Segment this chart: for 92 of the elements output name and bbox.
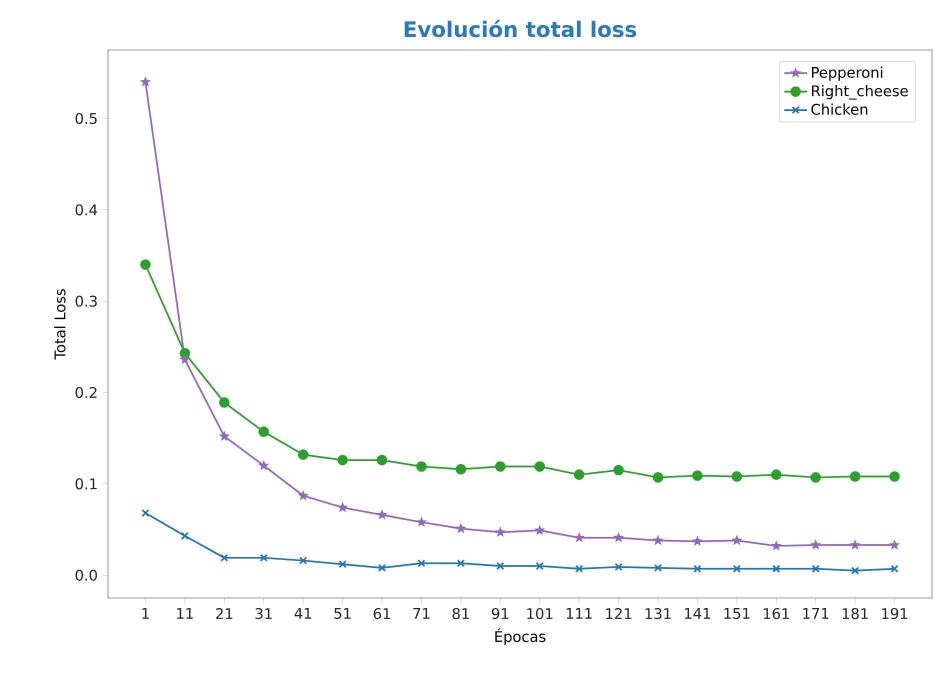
x-tick-label: 31 bbox=[256, 608, 272, 620]
point bbox=[652, 472, 664, 483]
x-tick-label: 41 bbox=[294, 608, 312, 619]
x-tick-label: 131 bbox=[646, 608, 671, 620]
point bbox=[693, 564, 702, 573]
point bbox=[494, 526, 506, 537]
point bbox=[141, 509, 150, 518]
point bbox=[378, 564, 386, 572]
point bbox=[850, 539, 861, 550]
point bbox=[338, 560, 347, 568]
point bbox=[614, 562, 623, 571]
x-tick-label: 1 bbox=[142, 608, 149, 619]
point bbox=[732, 564, 741, 573]
x-tick-label: 161 bbox=[764, 608, 789, 620]
x-tick-label: 91 bbox=[492, 608, 508, 620]
point bbox=[258, 426, 270, 438]
point bbox=[298, 449, 308, 460]
x-tick-label: 61 bbox=[374, 608, 390, 620]
x-tick-label: 21 bbox=[216, 608, 232, 619]
point bbox=[179, 354, 190, 364]
point bbox=[495, 461, 506, 472]
legend-label: Pepperoni bbox=[812, 66, 882, 81]
x-tick-label: 141 bbox=[685, 608, 710, 619]
x-tick-label: 101 bbox=[527, 608, 552, 620]
point bbox=[376, 454, 388, 466]
point bbox=[810, 539, 822, 550]
point bbox=[534, 461, 545, 472]
point bbox=[812, 564, 820, 573]
point bbox=[260, 554, 268, 562]
point bbox=[574, 532, 585, 542]
point bbox=[534, 524, 546, 536]
x-tick-label: 121 bbox=[606, 608, 632, 619]
point bbox=[890, 564, 899, 573]
point bbox=[772, 564, 780, 573]
point bbox=[140, 259, 151, 270]
point bbox=[180, 532, 189, 540]
x-tick-label: 171 bbox=[803, 608, 828, 619]
y-tick-label: 0.0 bbox=[76, 570, 97, 581]
point bbox=[692, 470, 703, 481]
point bbox=[416, 516, 427, 527]
chart-title: Evolución total loss bbox=[404, 20, 636, 38]
point bbox=[337, 502, 348, 512]
y-tick-label: 0.2 bbox=[76, 386, 96, 398]
legend-label: Chicken bbox=[811, 104, 868, 115]
point bbox=[731, 534, 742, 546]
point bbox=[889, 539, 900, 550]
point bbox=[692, 536, 703, 546]
point bbox=[456, 559, 465, 568]
x-tick-label: 181 bbox=[842, 608, 868, 620]
point bbox=[850, 471, 860, 482]
x-tick-label: 191 bbox=[882, 608, 908, 620]
point bbox=[613, 532, 624, 542]
x-tick-label: 81 bbox=[452, 608, 469, 620]
point bbox=[258, 460, 270, 470]
point bbox=[456, 464, 466, 474]
y-tick-label: 0.1 bbox=[76, 478, 97, 490]
point bbox=[771, 469, 782, 480]
point bbox=[299, 556, 308, 565]
point bbox=[455, 522, 466, 534]
x-tick-label: 151 bbox=[724, 608, 750, 619]
point bbox=[220, 554, 228, 562]
y-tick-label: 0.5 bbox=[76, 112, 97, 124]
point bbox=[810, 472, 821, 483]
point bbox=[732, 471, 742, 482]
y-tick-label: 0.4 bbox=[76, 204, 98, 216]
point bbox=[613, 464, 624, 476]
point bbox=[180, 348, 190, 358]
x-tick-label: 71 bbox=[413, 608, 430, 619]
point bbox=[889, 471, 900, 482]
point bbox=[298, 490, 309, 500]
point bbox=[536, 562, 544, 570]
legend-label: Right_cheese bbox=[812, 85, 908, 100]
x-tick-label: 111 bbox=[566, 608, 592, 619]
y-axis-title: Total Loss bbox=[54, 289, 66, 360]
point bbox=[770, 540, 782, 551]
y-tick-label: 0.3 bbox=[76, 296, 97, 307]
x-tick-label: 51 bbox=[334, 608, 351, 619]
point bbox=[654, 564, 662, 572]
point bbox=[337, 454, 348, 466]
x-tick-label: 11 bbox=[177, 608, 193, 619]
point bbox=[218, 430, 230, 441]
point bbox=[496, 562, 504, 570]
point bbox=[416, 461, 427, 472]
point bbox=[417, 559, 426, 568]
x-axis-title: Épocas bbox=[495, 628, 546, 645]
point bbox=[851, 566, 860, 575]
point bbox=[575, 564, 584, 573]
point bbox=[574, 469, 584, 480]
point bbox=[140, 76, 151, 87]
point bbox=[376, 509, 388, 520]
point bbox=[652, 534, 664, 546]
point bbox=[219, 397, 230, 408]
